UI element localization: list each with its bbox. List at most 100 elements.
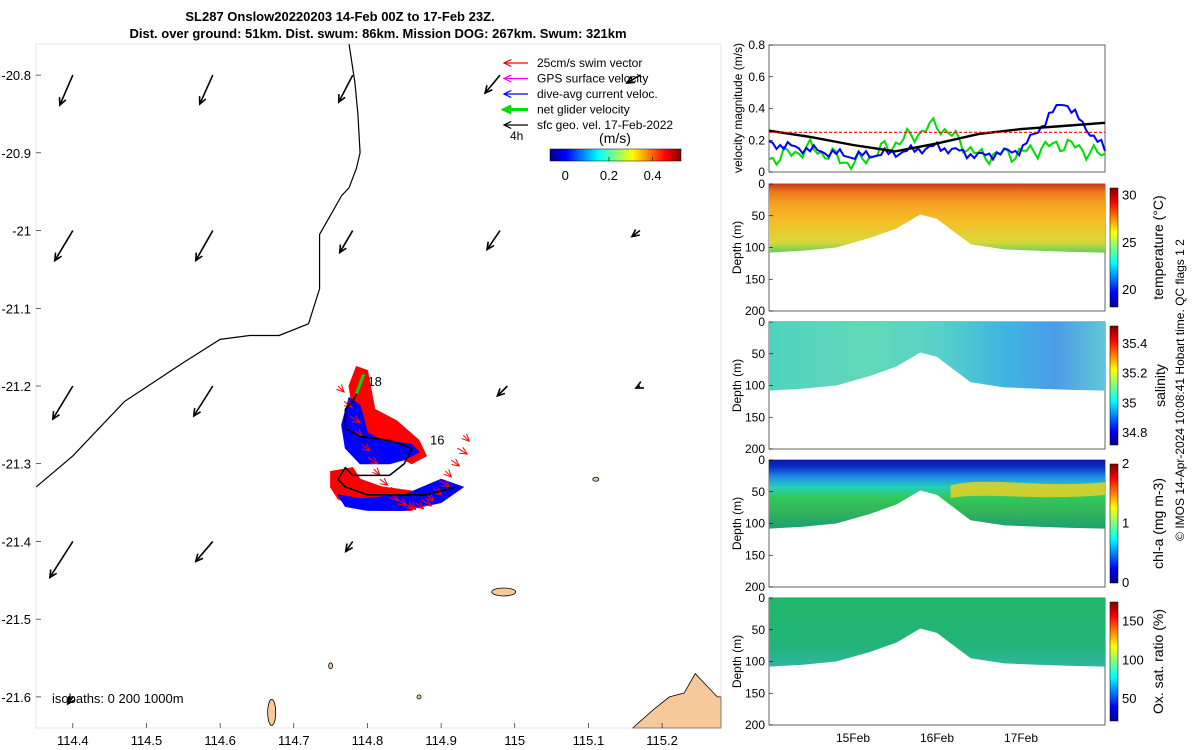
isobaths-label: isobaths: 0 200 1000m [52, 691, 184, 706]
colorbar-tick-label: 2 [1122, 456, 1129, 471]
legend-label: 25cm/s swim vector [537, 56, 642, 70]
velocity-tick-label: 0.4 [748, 102, 765, 116]
island [267, 699, 277, 726]
colorbar-unit-label: (m/s) [599, 130, 631, 146]
depth-ylabel: Depth (m) [730, 359, 744, 412]
geostrophic-vector [634, 381, 644, 389]
isobath-line [35, 43, 361, 488]
swim-vector [443, 469, 453, 478]
velocity-series-line [768, 116, 1106, 171]
island [491, 587, 517, 597]
depth-tick-label: 100 [745, 517, 765, 531]
net-glider-velocity [355, 373, 366, 395]
depth-tick-label: 0 [758, 315, 765, 329]
velocity-series-line [768, 121, 1106, 153]
chla-section-panel: 0 50 100 150 200 Depth (m) 0 1 2 chl-a (mg m-3) [730, 453, 1166, 594]
depth-tick-label: 50 [752, 209, 766, 223]
legend-arrow [500, 104, 528, 115]
map-x-tick-label: 115 [504, 733, 525, 748]
time-axis: 15Feb 16Feb 17Feb [836, 731, 1038, 745]
swim-vector [361, 443, 371, 452]
chla-colorbar-label: chl-a (mg m-3) [1150, 478, 1166, 569]
depth-tick-label: 50 [752, 623, 766, 637]
map-x-tick-label: 114.8 [352, 733, 384, 748]
depth-tick-label: 0 [758, 177, 765, 191]
legend-arrow [502, 120, 528, 130]
velocity-y-ticks: 0 0.2 0.4 0.6 0.8 [748, 38, 773, 179]
depth-tick-label: 150 [745, 686, 765, 700]
depth-ylabel: Depth (m) [730, 635, 744, 688]
colorbar-tick-label: 35.2 [1122, 366, 1147, 381]
swim-vector [421, 498, 433, 507]
geostrophic-vector [48, 541, 74, 580]
temperature-data-field [769, 184, 1105, 253]
depth-tick-label: 50 [752, 485, 766, 499]
map-x-tick-label: 114.6 [204, 733, 236, 748]
oxygen-data-field [769, 598, 1105, 667]
imos-side-label: © IMOS 14-Apr-2024 10:08:41 Hobart time.… [1173, 239, 1187, 541]
colorbar-tick-label: 30 [1122, 188, 1136, 203]
legend-arrow [502, 89, 528, 99]
geostrophic-vector [194, 540, 214, 563]
map-y-ticks: -20.8 -20.9 -21 -21.1 -21.2 -21.3 -21.4 -21.5 -2… [1, 68, 41, 705]
depth-ylabel: Depth (m) [730, 221, 744, 274]
oxygen-colorbar [1109, 601, 1119, 722]
depth-tick-label: 50 [752, 347, 766, 361]
swim-vector [415, 501, 425, 510]
geostrophic-vector [625, 74, 641, 85]
chart-title-line2: Dist. over ground: 51km. Dist. swum: 86k… [129, 26, 626, 41]
geostrophic-vector [192, 385, 214, 418]
legend-label: sfc geo. vel. 17-Feb-2022 [537, 118, 673, 132]
velocity-lines [768, 104, 1106, 171]
map-x-tick-label: 115.2 [646, 733, 678, 748]
geostrophic-vector [338, 230, 354, 255]
velocity-tick-label: 0.6 [748, 70, 765, 84]
colorbar-tick-label: 50 [1122, 691, 1136, 706]
depth-tick-label: 0 [758, 591, 765, 605]
legend-arrow [502, 74, 528, 83]
glider-track-patch [341, 396, 420, 465]
colorbar-tick-label: 0.2 [600, 168, 618, 183]
legend-label: GPS surface velocity [537, 72, 648, 86]
swim-vector [367, 456, 379, 465]
depth-tick-label: 100 [745, 241, 765, 255]
map-x-tick-label: 114.9 [425, 733, 457, 748]
depth-tick-label: 150 [745, 272, 765, 286]
geostrophic-vector [485, 230, 501, 252]
oxygen-section-panel: 0 50 100 150 200 Depth (m) 50 100 150 Ox. sat. ra… [730, 591, 1166, 732]
colorbar-tick-label: 100 [1122, 652, 1144, 667]
colorbar-tick-label: 34.8 [1122, 425, 1147, 440]
map-x-tick-label: 114.7 [278, 733, 310, 748]
velocity-tick-label: 0 [758, 165, 765, 179]
geostrophic-vector [194, 230, 214, 263]
depth-ylabel: Depth (m) [730, 497, 744, 550]
salinity-colorbar-label: salinity [1152, 364, 1168, 407]
colorbar-tick-label: 20 [1122, 282, 1136, 297]
map-x-tick-label: 114.4 [57, 733, 89, 748]
time-tick-label: 16Feb [920, 731, 954, 745]
velocity-tick-label: 0.8 [748, 38, 765, 52]
swim-vector [439, 479, 451, 488]
legend-arrow [502, 58, 528, 68]
swim-vector [407, 501, 417, 511]
map-y-tick-label: -21.2 [1, 379, 31, 394]
chla-data-field [769, 460, 1105, 529]
colorbar-tick-label: 0.4 [644, 168, 662, 183]
colorbar-tick-label: 0 [562, 168, 569, 183]
chart-title-line1: SL287 Onslow20220203 14-Feb 00Z to 17-Fe… [185, 9, 494, 24]
map-colorbar-ticks: 0 0.2 0.4 [562, 157, 662, 183]
colorbar-tick-label: 1 [1122, 516, 1129, 531]
depth-tick-label: 100 [745, 655, 765, 669]
salinity-section-panel: 0 50 100 150 200 Depth (m) 34.8 35 35.2 35.4 salin… [730, 315, 1168, 456]
swim-vector [343, 400, 353, 409]
map-y-tick-label: -20.9 [1, 146, 31, 161]
map-y-tick-label: -21.3 [1, 457, 31, 472]
swim-vector [461, 433, 471, 442]
velocity-tick-label: 0.2 [748, 133, 765, 147]
colorbar-tick-label: 150 [1122, 613, 1144, 628]
salinity-data-field [769, 322, 1105, 391]
